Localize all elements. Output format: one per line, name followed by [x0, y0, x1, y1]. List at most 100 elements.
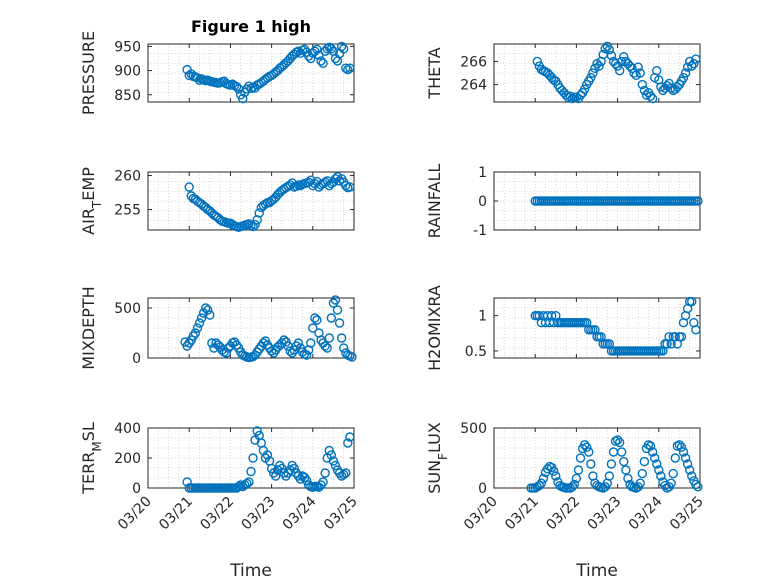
data-point — [320, 468, 330, 478]
subplot-3: 255 260 AIRTEMP — [79, 167, 355, 235]
data-point — [306, 53, 316, 64]
y-tick-label: 0.5 — [465, 344, 487, 360]
data-point — [635, 68, 645, 78]
data-point — [301, 350, 312, 360]
data-point — [326, 44, 337, 54]
data-point — [668, 468, 678, 479]
data-point — [339, 44, 349, 54]
data-point — [610, 436, 621, 446]
x-tick-label: 03/22 — [543, 494, 583, 534]
y-tick-label: 1 — [478, 309, 487, 325]
data-point — [192, 73, 203, 83]
y-tick-label: 500 — [460, 421, 487, 437]
y-tick-label: 260 — [114, 168, 141, 184]
data-point — [637, 79, 648, 90]
data-point — [238, 93, 248, 104]
y-tick-label: 1 — [478, 165, 487, 181]
data-point — [610, 59, 621, 69]
data-point — [604, 45, 615, 55]
y-axis-label: MIXDEPTH — [79, 286, 98, 369]
x-tick-label: 03/20 — [461, 494, 501, 534]
data-point — [674, 440, 685, 450]
data-point — [682, 459, 693, 469]
data-point — [579, 84, 590, 94]
data-point — [588, 68, 598, 78]
data-point — [627, 63, 637, 74]
x-tick-label: 03/20 — [115, 494, 155, 534]
subplot-6: 0.5 1 H2OMIXRA — [425, 285, 701, 371]
data-point — [184, 70, 194, 81]
data-point — [672, 441, 683, 451]
data-point — [291, 181, 302, 192]
data-point — [200, 303, 211, 313]
data-point — [691, 54, 701, 64]
data-point — [233, 481, 244, 492]
data-point — [316, 56, 326, 66]
data-point — [680, 453, 691, 463]
data-point — [680, 68, 691, 78]
data-point — [246, 466, 256, 477]
data-point — [612, 435, 623, 445]
data-point — [271, 471, 281, 481]
subplot-8: 0 500 03/20 03/21 03/22 03/23 03/24 03/25 SUNFLU… — [425, 421, 707, 581]
y-tick-label: 0 — [132, 351, 141, 367]
subplot-1: 850 900 950 Figure 1 high PRESSURE — [79, 17, 355, 115]
y-axis-label: RAINFALL — [425, 164, 444, 239]
data-point — [647, 93, 658, 104]
data-point — [326, 313, 337, 323]
y-axis-label: PRESSURE — [79, 31, 98, 115]
data-point — [532, 56, 542, 67]
y-tick-label: 900 — [114, 64, 141, 80]
data-point — [600, 43, 610, 54]
data-point — [549, 466, 559, 476]
data-point — [666, 478, 676, 488]
data-point — [647, 447, 658, 457]
data-point — [614, 65, 625, 76]
data-point — [687, 471, 697, 481]
data-point — [608, 447, 619, 457]
data-point — [637, 468, 648, 479]
data-point — [322, 343, 332, 353]
data-point — [341, 468, 351, 478]
data-point — [203, 305, 213, 315]
data-point — [579, 440, 590, 450]
subplot-2: 264 266 THETA — [425, 41, 701, 104]
data-point — [542, 464, 553, 474]
y-tick-label: 500 — [114, 301, 141, 317]
data-point — [194, 318, 205, 328]
data-point — [345, 432, 355, 442]
data-point — [687, 61, 697, 71]
data-point — [571, 473, 582, 484]
data-point — [341, 63, 351, 73]
axes-frame — [493, 43, 701, 103]
data-point — [604, 471, 615, 481]
data-point — [336, 333, 347, 343]
data-point — [312, 315, 322, 325]
data-point — [242, 478, 252, 489]
x-tick-label: 03/25 — [667, 494, 707, 534]
data-point — [693, 482, 703, 492]
y-axis-label: TERRMSL — [79, 422, 104, 495]
data-point — [254, 208, 264, 218]
x-tick-label: 03/25 — [321, 494, 361, 534]
data-point — [328, 456, 339, 466]
data-point — [190, 328, 201, 338]
data-point — [244, 477, 254, 487]
data-point — [645, 441, 656, 451]
data-point — [652, 459, 662, 469]
data-point — [324, 333, 334, 343]
x-tick-label: 03/24 — [626, 493, 666, 533]
x-tick-label: 03/24 — [280, 493, 320, 533]
data-point — [345, 63, 355, 73]
data-point — [582, 442, 592, 452]
data-point — [586, 72, 596, 83]
data-point — [656, 471, 666, 481]
subplot-4: -1 0 1 RAINFALL — [425, 164, 703, 239]
data-point — [184, 182, 194, 192]
data-point — [614, 437, 625, 448]
data-point — [289, 463, 299, 474]
data-point — [678, 447, 689, 457]
data-point — [343, 64, 353, 75]
data-point — [231, 81, 242, 92]
y-axis-label: THETA — [425, 47, 444, 99]
